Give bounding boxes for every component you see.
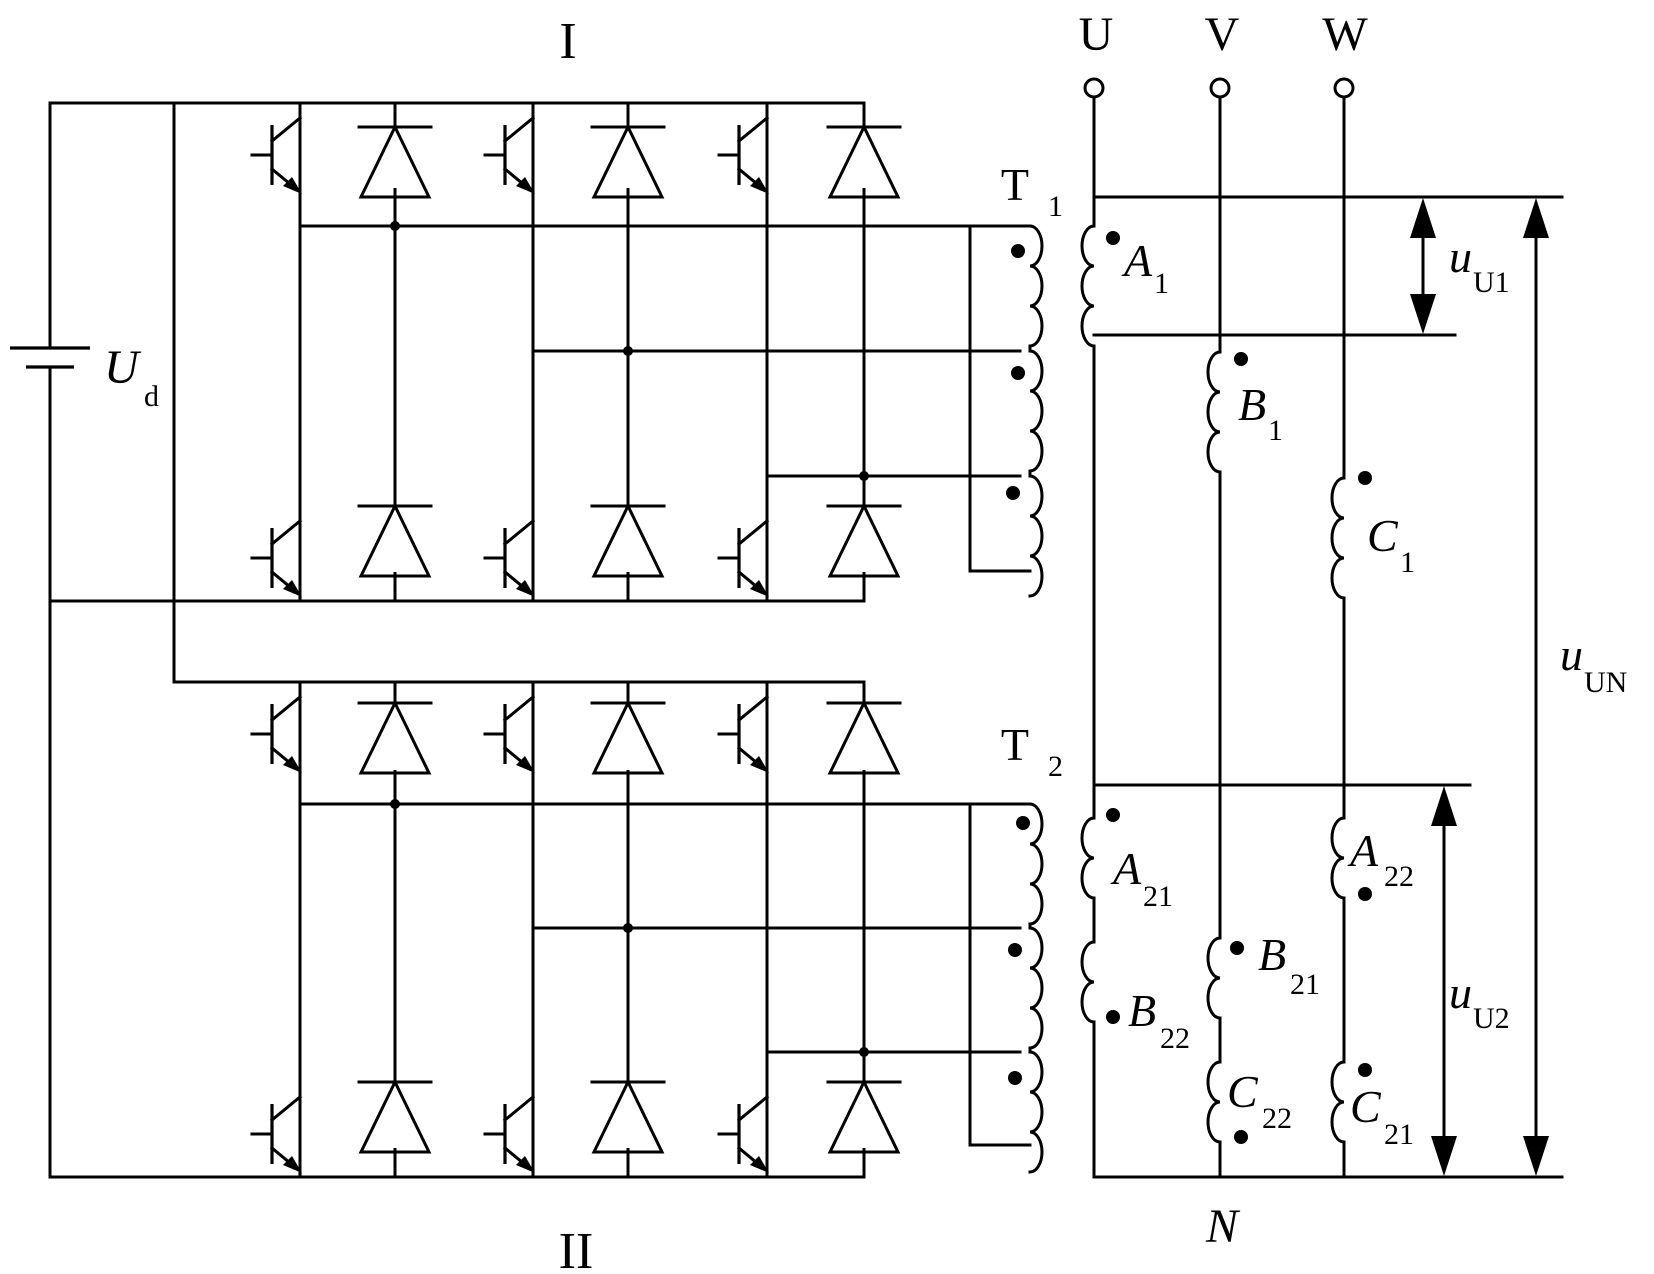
label-a1: A bbox=[1121, 235, 1153, 286]
label-t1-sub: 1 bbox=[1048, 190, 1063, 223]
bridge-i bbox=[250, 101, 1022, 603]
terminal-w-label: W bbox=[1322, 8, 1368, 61]
label-c1-sub: 1 bbox=[1400, 546, 1415, 579]
uu2-label: u bbox=[1449, 967, 1472, 1018]
uu1-label: u bbox=[1449, 231, 1472, 282]
winding-c22 bbox=[1206, 1060, 1222, 1144]
bridge-i-label: I bbox=[559, 13, 576, 70]
voltage-uun: u UN bbox=[1523, 198, 1627, 1176]
column-v bbox=[1206, 95, 1222, 1179]
bridge-ii bbox=[250, 680, 1022, 1179]
label-c22: C bbox=[1227, 1066, 1259, 1117]
igbt-ii-3-lower bbox=[717, 1080, 771, 1179]
label-c1: C bbox=[1367, 510, 1399, 561]
bridge-ii-label: II bbox=[559, 1223, 594, 1274]
neutral-label: N bbox=[1205, 1200, 1241, 1253]
column-w bbox=[1330, 95, 1346, 1179]
label-c22-sub: 22 bbox=[1262, 1102, 1292, 1135]
terminal-v-label: V bbox=[1205, 8, 1240, 61]
source-label: U bbox=[104, 341, 142, 394]
igbt-i-1-lower bbox=[250, 504, 304, 603]
winding-b22 bbox=[1080, 940, 1096, 1024]
label-a22-sub: 22 bbox=[1384, 860, 1414, 893]
source-label-sub: d bbox=[144, 380, 159, 413]
dc-source: U d bbox=[10, 101, 159, 1179]
terminal-u bbox=[1083, 77, 1105, 99]
igbt-i-3-lower bbox=[717, 504, 771, 603]
column-u bbox=[1080, 95, 1096, 1179]
label-t2-sub: 2 bbox=[1048, 750, 1063, 783]
output-terminals: U V W N bbox=[1079, 8, 1369, 1253]
winding-a1 bbox=[1080, 224, 1096, 348]
label-c21: C bbox=[1350, 1081, 1382, 1132]
winding-labels: T 1 T 2 A 1 B 1 C 1 A 21 B 22 A 22 B 21 … bbox=[1001, 159, 1415, 1151]
uun-label: u bbox=[1560, 629, 1583, 680]
igbt-i-2-upper bbox=[483, 101, 537, 200]
label-c21-sub: 21 bbox=[1384, 1118, 1414, 1151]
uu1-label-sub: U1 bbox=[1473, 266, 1510, 299]
label-a21: A bbox=[1110, 843, 1142, 894]
label-a22: A bbox=[1347, 825, 1379, 876]
winding-c1 bbox=[1330, 476, 1346, 600]
igbt-ii-3-upper bbox=[717, 680, 771, 779]
label-a1-sub: 1 bbox=[1154, 267, 1169, 300]
uun-label-sub: UN bbox=[1584, 666, 1627, 699]
winding-c21 bbox=[1330, 1060, 1346, 1144]
t2-primary bbox=[968, 802, 1044, 1174]
label-b22: B bbox=[1128, 985, 1156, 1036]
winding-a21 bbox=[1080, 816, 1096, 900]
label-b21: B bbox=[1258, 929, 1286, 980]
label-t2: T bbox=[1001, 719, 1029, 770]
label-b1-sub: 1 bbox=[1268, 414, 1283, 447]
igbt-ii-2-upper bbox=[483, 680, 537, 779]
dc-bus bbox=[48, 101, 866, 1179]
igbt-i-1-upper bbox=[250, 101, 304, 200]
igbt-ii-2-lower bbox=[483, 1080, 537, 1179]
terminal-v bbox=[1209, 77, 1231, 99]
winding-b1 bbox=[1206, 350, 1222, 474]
polarity-dots bbox=[1106, 231, 1372, 1144]
uu2-label-sub: U2 bbox=[1473, 1002, 1510, 1035]
label-a21-sub: 21 bbox=[1143, 880, 1173, 913]
label-b1: B bbox=[1238, 379, 1266, 430]
t1-primary bbox=[968, 224, 1044, 598]
voltage-uu1: u U1 bbox=[1410, 198, 1510, 334]
igbt-i-2-lower bbox=[483, 504, 537, 603]
label-b22-sub: 22 bbox=[1160, 1022, 1190, 1055]
igbt-ii-1-upper bbox=[250, 680, 304, 779]
terminal-u-label: U bbox=[1079, 8, 1114, 61]
label-b21-sub: 21 bbox=[1290, 968, 1320, 1001]
reference-lines bbox=[1092, 195, 1564, 1179]
label-t1: T bbox=[1001, 159, 1029, 210]
igbt-ii-1-lower bbox=[250, 1080, 304, 1179]
igbt-i-3-upper bbox=[717, 101, 771, 200]
terminal-w bbox=[1333, 77, 1355, 99]
winding-a22 bbox=[1330, 816, 1346, 900]
winding-b21 bbox=[1206, 936, 1222, 1020]
voltage-uu2: u U2 bbox=[1431, 786, 1510, 1176]
